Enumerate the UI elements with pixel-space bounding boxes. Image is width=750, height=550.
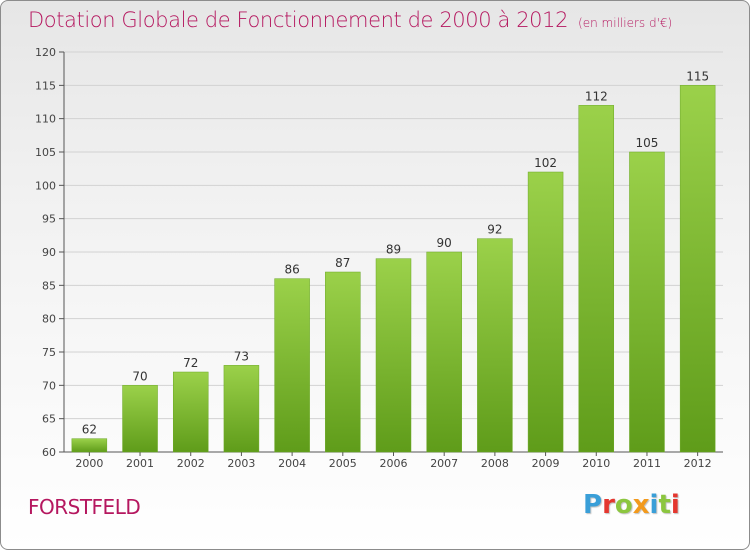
y-tick-label: 120 — [35, 46, 56, 59]
bar — [122, 385, 158, 453]
bar — [426, 251, 462, 453]
x-tick-label: 2011 — [633, 457, 661, 470]
bar-value-label: 72 — [183, 356, 198, 370]
bar — [325, 271, 361, 453]
bar-value-label: 112 — [585, 89, 608, 103]
bar — [274, 278, 310, 453]
bar — [375, 258, 412, 453]
x-tick-label: 2002 — [177, 457, 205, 470]
y-tick-label: 110 — [35, 113, 56, 126]
bar — [172, 371, 209, 453]
y-tick-label: 100 — [35, 179, 56, 192]
chart-title: Dotation Globale de Fonctionnement de 20… — [28, 8, 672, 32]
bar-value-label: 105 — [636, 136, 659, 150]
axes: 60 65 70 75 80 85 90 95 100 105 110 115 120 2000 2001 2… — [35, 46, 723, 470]
logo-letter: r — [602, 490, 615, 520]
bar — [578, 105, 615, 453]
bar-value-label: 87 — [335, 256, 350, 270]
x-tick-label: 2009 — [532, 457, 560, 470]
logo-letter: i — [670, 490, 680, 520]
x-tick-label: 2007 — [430, 457, 458, 470]
y-tick-label: 105 — [35, 146, 56, 159]
logo-letter: x — [632, 490, 650, 520]
chart-unit: (en milliers d'€) — [578, 16, 673, 30]
bar-value-label: 92 — [487, 223, 502, 237]
bar-value-label: 70 — [132, 369, 147, 383]
bar-value-label: 115 — [686, 69, 709, 83]
bar-value-label: 73 — [234, 349, 249, 363]
x-tick-label: 2001 — [126, 457, 154, 470]
y-tick-label: 90 — [42, 246, 56, 259]
logo-letter: o — [614, 490, 633, 520]
y-tick-label: 70 — [42, 379, 56, 392]
x-tick-label: 2004 — [278, 457, 306, 470]
bar — [679, 85, 716, 453]
bar — [71, 438, 108, 453]
x-tick-label: 2000 — [75, 457, 103, 470]
commune-name: FORSTFELD — [28, 495, 141, 519]
bars: 62 70 72 73 86 87 89 90 92 102 112 105 115 — [71, 69, 716, 453]
x-tick-label: 2010 — [582, 457, 610, 470]
logo-letter: P — [583, 490, 603, 520]
y-tick-label: 115 — [35, 79, 56, 92]
y-tick-label: 60 — [42, 446, 56, 459]
bar-value-label: 62 — [82, 423, 97, 437]
bar — [527, 171, 564, 453]
logo-letter: i — [649, 490, 659, 520]
x-tick-label: 2003 — [227, 457, 255, 470]
bar-value-label: 102 — [534, 156, 557, 170]
y-tick-label: 75 — [42, 346, 56, 359]
y-tick-label: 85 — [42, 279, 56, 292]
logo-letter: t — [658, 490, 671, 520]
y-tick-label: 95 — [42, 213, 56, 226]
proxiti-logo: Proxiti — [583, 490, 680, 520]
x-tick-label: 2008 — [481, 457, 509, 470]
chart-title-text: Dotation Globale de Fonctionnement de 20… — [28, 8, 569, 32]
y-tick-label: 80 — [42, 313, 56, 326]
bar-value-label: 89 — [386, 243, 401, 257]
y-tick-label: 65 — [42, 413, 56, 426]
bar-value-label: 86 — [284, 263, 299, 277]
bar — [629, 151, 665, 453]
bar — [223, 365, 260, 453]
bar-value-label: 90 — [437, 236, 452, 250]
x-tick-label: 2005 — [329, 457, 357, 470]
bar — [477, 238, 513, 453]
x-tick-label: 2006 — [380, 457, 408, 470]
x-tick-label: 2012 — [684, 457, 712, 470]
